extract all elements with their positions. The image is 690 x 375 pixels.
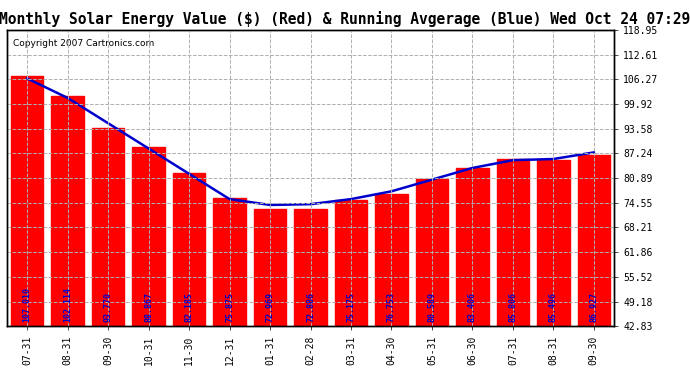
- Text: 75.875: 75.875: [225, 292, 234, 322]
- Bar: [295, 209, 326, 326]
- Bar: [254, 209, 286, 326]
- Bar: [538, 160, 569, 326]
- Text: 83.406: 83.406: [468, 292, 477, 322]
- Text: 93.770: 93.770: [104, 292, 112, 322]
- Bar: [456, 168, 489, 326]
- Bar: [497, 159, 529, 326]
- Text: Monthly Solar Energy Value ($) (Red) & Running Avgerage (Blue) Wed Oct 24 07:29: Monthly Solar Energy Value ($) (Red) & R…: [0, 11, 690, 27]
- Text: 72.969: 72.969: [266, 292, 275, 322]
- Text: 85.496: 85.496: [549, 292, 558, 322]
- Text: 107.010: 107.010: [23, 287, 32, 322]
- Text: 85.806: 85.806: [509, 292, 518, 322]
- Bar: [92, 128, 124, 326]
- Text: 82.185: 82.185: [184, 292, 194, 322]
- Text: 86.927: 86.927: [589, 292, 598, 322]
- Bar: [416, 179, 448, 326]
- Bar: [335, 200, 367, 326]
- Bar: [578, 154, 610, 326]
- Bar: [132, 147, 165, 326]
- Text: 75.175: 75.175: [346, 292, 355, 322]
- Text: 88.867: 88.867: [144, 292, 153, 322]
- Bar: [375, 194, 408, 326]
- Bar: [11, 76, 43, 326]
- Text: Copyright 2007 Cartronics.com: Copyright 2007 Cartronics.com: [13, 39, 155, 48]
- Bar: [173, 173, 205, 326]
- Bar: [52, 96, 83, 326]
- Text: 80.589: 80.589: [427, 292, 437, 322]
- Bar: [213, 198, 246, 326]
- Text: 102.114: 102.114: [63, 287, 72, 322]
- Text: 76.753: 76.753: [387, 292, 396, 322]
- Text: 72.886: 72.886: [306, 292, 315, 322]
